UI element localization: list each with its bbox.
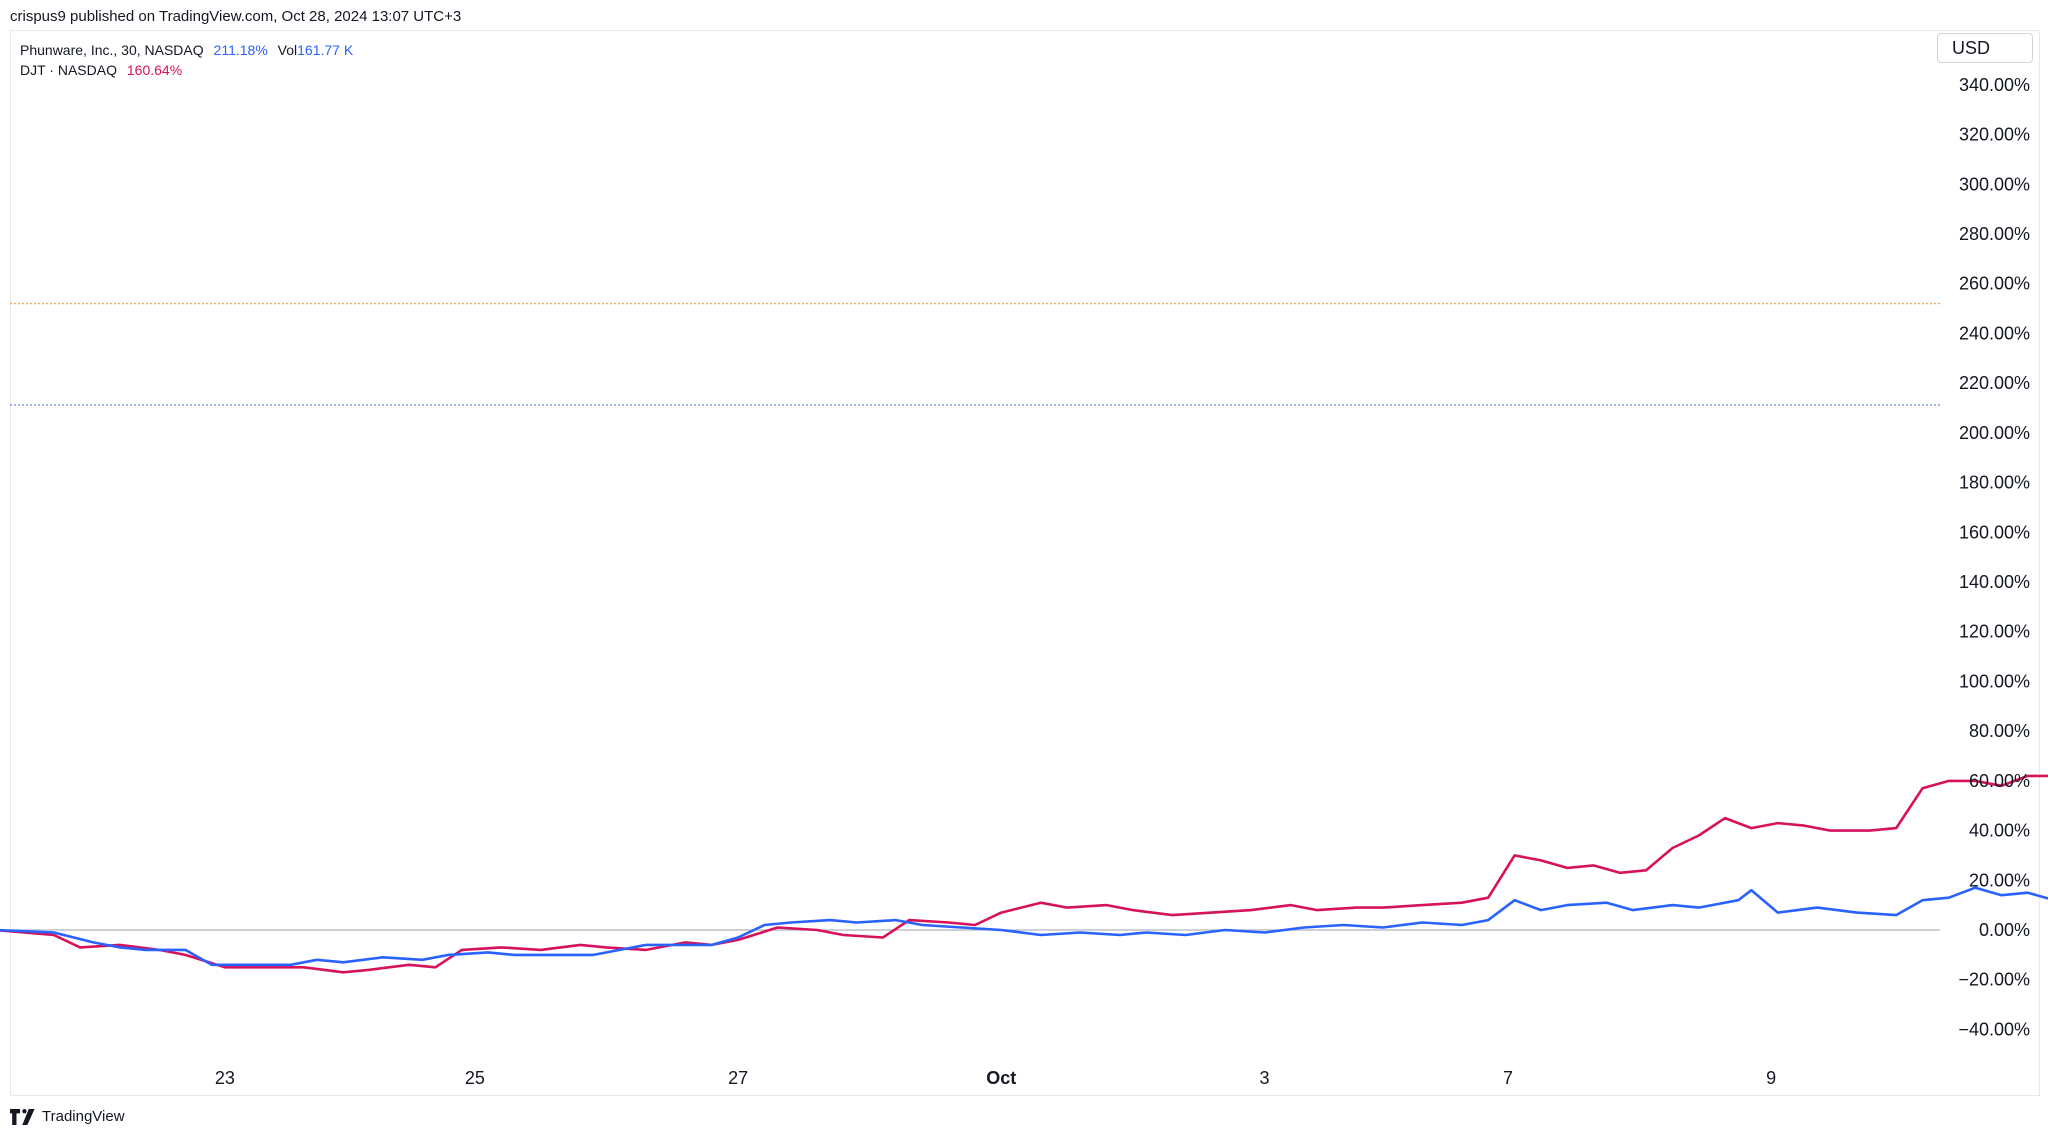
tradingview-logo-icon [10,1108,35,1125]
legend-volume-label: Vol [277,42,298,58]
x-tick-label: 3 [1260,1068,1270,1088]
y-tick-label: 80.00% [1969,721,2030,741]
y-tick-label: 20.00% [1969,870,2030,890]
y-tick-label: 180.00% [1959,473,2030,493]
x-tick-label: 9 [1766,1068,1776,1088]
y-tick-label: 260.00% [1959,274,2030,294]
x-tick-label: 25 [465,1068,485,1088]
series-layer [0,135,2048,974]
y-tick-label: −20.00% [1958,970,2030,990]
x-tick-label: 7 [1503,1068,1513,1088]
y-tick-label: 300.00% [1959,174,2030,194]
y-tick-label: 200.00% [1959,423,2030,443]
y-tick-label: 60.00% [1969,771,2030,791]
legend-volume-value: 161.77 K [297,42,354,58]
legend-row-phunware[interactable]: Phunware, Inc., 30, NASDAQ 211.18% Vol16… [20,40,353,60]
footer-brand[interactable]: TradingView [10,1108,125,1125]
y-tick-label: 320.00% [1959,125,2030,145]
series-line-phunware-inc[interactable] [0,135,2048,967]
x-axis: 232527Oct379141621232830 [215,1068,1776,1088]
chart-frame[interactable] [10,30,2040,1096]
chart-legend: Phunware, Inc., 30, NASDAQ 211.18% Vol16… [20,40,353,80]
y-tick-label: 40.00% [1969,821,2030,841]
legend-change-djt: 160.64% [126,62,183,78]
y-tick-label: 100.00% [1959,671,2030,691]
y-tick-label: 240.00% [1959,323,2030,343]
x-tick-label: 23 [215,1068,235,1088]
currency-button[interactable]: USD [1937,33,2033,63]
y-tick-label: 280.00% [1959,224,2030,244]
footer-brand-text: TradingView [42,1108,125,1125]
x-tick-label: 27 [728,1068,748,1088]
y-tick-label: 140.00% [1959,572,2030,592]
y-tick-label: 0.00% [1979,920,2030,940]
legend-symbol-djt: DJT · NASDAQ [20,62,117,78]
y-tick-label: −40.00% [1958,1019,2030,1039]
legend-symbol-phunware: Phunware, Inc., 30, NASDAQ [20,42,204,58]
y-tick-label: 220.00% [1959,373,2030,393]
reference-lines [10,302,1940,931]
x-tick-label: Oct [986,1068,1016,1088]
y-tick-label: 160.00% [1959,522,2030,542]
published-by-text: crispus9 published on TradingView.com, O… [10,8,462,25]
y-tick-label: 340.00% [1959,75,2030,95]
legend-row-djt[interactable]: DJT · NASDAQ 160.64% [20,60,353,80]
legend-change-phunware: 211.18% [213,42,268,58]
y-axis: 340.00% 320.00% 300.00% 280.00% 260.00% 240.0… [1958,75,2030,1040]
series-line-djt[interactable] [0,530,2048,974]
y-tick-label: 120.00% [1959,622,2030,642]
